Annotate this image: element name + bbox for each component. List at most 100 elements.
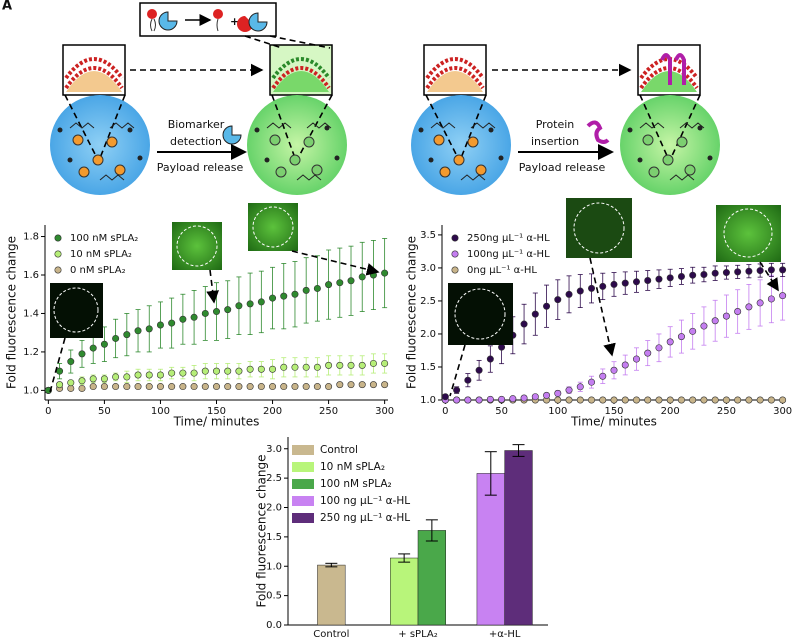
data-point (235, 302, 243, 310)
data-point (347, 381, 355, 389)
data-point (347, 361, 355, 369)
error-bar (325, 562, 338, 568)
data-point (224, 306, 232, 314)
arrow-label: Payload release (519, 161, 606, 174)
data-point (565, 386, 573, 394)
data-point (756, 396, 764, 404)
data-point (190, 383, 198, 391)
data-point (464, 396, 472, 404)
data-point (291, 383, 299, 391)
data-point (156, 383, 164, 391)
data-point (700, 396, 708, 404)
schematic-left: + (50, 2, 347, 195)
data-point (168, 319, 176, 327)
data-point (78, 377, 86, 385)
y-axis-label: Fold fluorescence change (255, 455, 269, 608)
data-point (531, 393, 539, 401)
data-point (734, 308, 742, 316)
x-tick-label: 50 (98, 406, 111, 417)
y-tick-label: 1.6 (23, 270, 39, 281)
data-point (621, 396, 629, 404)
data-point (520, 394, 528, 402)
data-point (576, 287, 584, 295)
legend-swatch (292, 479, 314, 489)
y-axis-label: Fold fluorescence change (405, 236, 419, 389)
data-point (677, 333, 685, 341)
x-tick-label: 50 (495, 406, 508, 417)
data-point (257, 383, 265, 391)
bar (317, 564, 346, 626)
y-tick-label: 1.5 (420, 362, 436, 373)
data-point (565, 396, 573, 404)
data-point (100, 383, 108, 391)
data-point (201, 309, 209, 317)
x-tick-label: 150 (604, 406, 623, 417)
data-point (358, 273, 366, 281)
data-point (112, 383, 120, 391)
data-point (56, 367, 64, 375)
data-point (112, 334, 120, 342)
y-tick-label: 2.5 (420, 296, 436, 307)
data-point (464, 376, 472, 384)
data-point (213, 383, 221, 391)
data-point (554, 396, 562, 404)
data-point (655, 396, 663, 404)
data-point (100, 340, 108, 348)
legend-label: 10 nM sPLA₂ (320, 461, 385, 473)
data-point (475, 366, 483, 374)
data-point (554, 389, 562, 397)
data-point (134, 371, 142, 379)
data-point (588, 378, 596, 386)
y-tick-label: 1.0 (23, 385, 39, 396)
bar (417, 530, 446, 626)
data-point (666, 396, 674, 404)
x-tick-label: 100 (548, 406, 567, 417)
legend-marker (54, 234, 62, 242)
legend-label: 0 nM sPLA₂ (70, 265, 126, 276)
data-point (235, 383, 243, 391)
data-point (112, 373, 120, 381)
data-point (269, 365, 277, 373)
legend-label: 100 nM sPLA₂ (320, 478, 392, 490)
x-tick-label: 200 (263, 406, 282, 417)
bar (476, 473, 505, 626)
data-point (621, 279, 629, 287)
data-point (745, 267, 753, 275)
x-tick-label: 0 (45, 406, 51, 417)
data-point (644, 349, 652, 357)
arrow-label: detection (170, 135, 222, 148)
data-point (369, 271, 377, 279)
x-tick-label: 300 (773, 406, 792, 417)
data-point (358, 381, 366, 389)
data-point (722, 396, 730, 404)
y-tick-label: 1.2 (23, 347, 39, 358)
data-point (554, 296, 562, 304)
data-point (722, 269, 730, 277)
data-point (576, 383, 584, 391)
error-bar (425, 519, 438, 542)
bar (504, 450, 533, 626)
data-point (599, 282, 607, 290)
data-point (246, 383, 254, 391)
legend-swatch (292, 496, 314, 506)
y-tick-label: 1.8 (23, 232, 39, 243)
x-tick-label: 150 (207, 406, 226, 417)
x-tick-label: + sPLA₂ (398, 629, 437, 638)
data-point (235, 367, 243, 375)
data-point (486, 355, 494, 363)
data-point (381, 359, 389, 367)
data-point (336, 279, 344, 287)
data-point (486, 395, 494, 403)
data-point (201, 383, 209, 391)
legend-label: 100ng µL⁻¹ α-HL (467, 249, 550, 260)
data-point (779, 292, 787, 300)
panel-label: A (2, 0, 12, 14)
data-point (599, 396, 607, 404)
data-point (358, 361, 366, 369)
data-point (78, 384, 86, 392)
data-point (756, 267, 764, 275)
data-point (756, 299, 764, 307)
data-point (610, 280, 618, 288)
error-bar (484, 451, 497, 496)
data-point (381, 269, 389, 277)
